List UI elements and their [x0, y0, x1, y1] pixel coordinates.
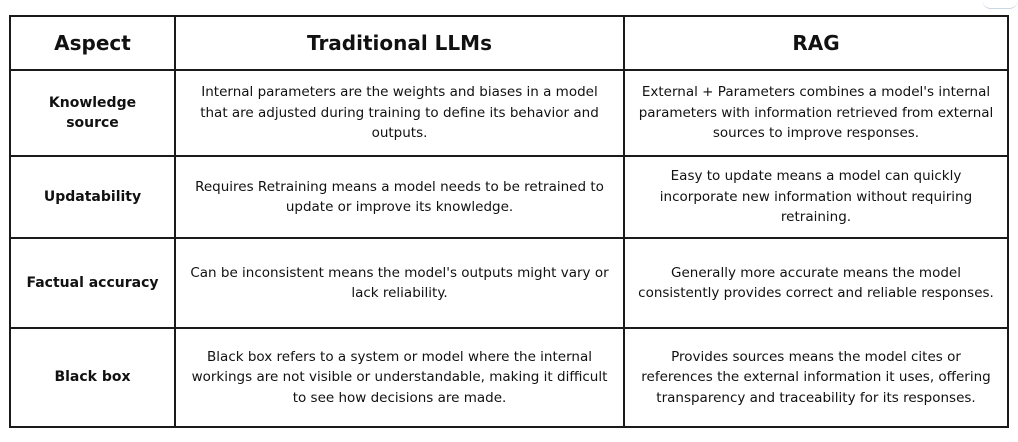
table-row: Factual accuracy Can be inconsistent mea… — [9, 237, 1009, 329]
traditional-cell: Internal parameters are the weights and … — [174, 69, 625, 157]
rag-cell: Easy to update means a model can quickly… — [623, 155, 1009, 239]
table-row: Black box Black box refers to a system o… — [9, 327, 1009, 428]
table-row: Knowledge source Internal parameters are… — [9, 69, 1009, 157]
header-rag: RAG — [623, 15, 1009, 71]
comparison-table-container: Aspect Traditional LLMs RAG Knowledge so… — [9, 15, 1009, 428]
aspect-cell: Factual accuracy — [9, 237, 176, 329]
header-aspect: Aspect — [9, 15, 176, 71]
aspect-cell: Black box — [9, 327, 176, 428]
corner-decoration — [982, 0, 1018, 9]
table-row: Updatability Requires Retraining means a… — [9, 155, 1009, 239]
rag-cell: Provides sources means the model cites o… — [623, 327, 1009, 428]
aspect-cell: Knowledge source — [9, 69, 176, 157]
rag-cell: Generally more accurate means the model … — [623, 237, 1009, 329]
traditional-cell: Black box refers to a system or model wh… — [174, 327, 625, 428]
aspect-cell: Updatability — [9, 155, 176, 239]
header-row: Aspect Traditional LLMs RAG — [9, 15, 1009, 71]
comparison-table: Aspect Traditional LLMs RAG Knowledge so… — [9, 15, 1009, 428]
rag-cell: External + Parameters combines a model's… — [623, 69, 1009, 157]
traditional-cell: Requires Retraining means a model needs … — [174, 155, 625, 239]
traditional-cell: Can be inconsistent means the model's ou… — [174, 237, 625, 329]
header-traditional-llms: Traditional LLMs — [174, 15, 625, 71]
